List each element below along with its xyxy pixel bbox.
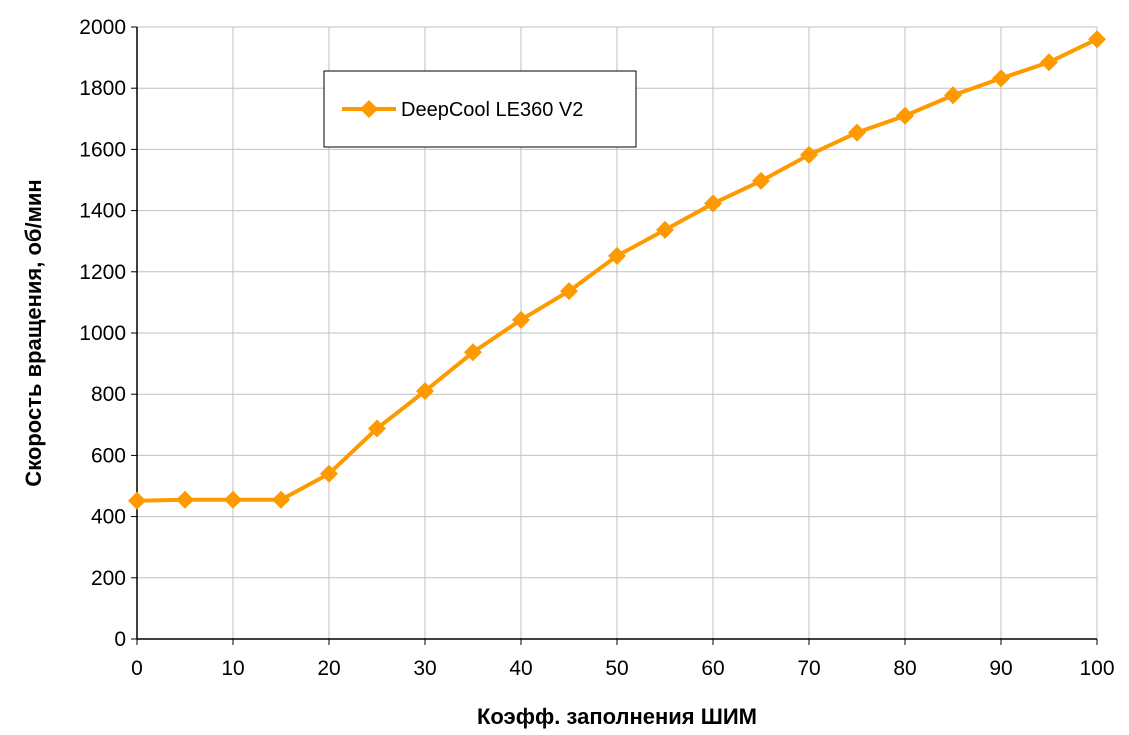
data-point-marker <box>800 145 818 164</box>
x-tick-label: 60 <box>701 657 724 680</box>
legend: DeepCool LE360 V2 <box>323 70 637 148</box>
data-point-marker <box>944 86 962 105</box>
data-point-marker <box>272 490 290 509</box>
y-tick-label: 0 <box>114 628 126 651</box>
data-point-marker <box>464 343 482 362</box>
x-tick-label: 90 <box>989 657 1012 680</box>
legend-entry-label: DeepCool LE360 V2 <box>401 99 583 121</box>
y-tick-label: 200 <box>91 567 126 590</box>
data-point-marker <box>1040 53 1058 72</box>
y-tick-label: 1000 <box>79 322 126 345</box>
x-tick-label: 50 <box>605 657 628 680</box>
x-tick-label: 100 <box>1079 657 1114 680</box>
data-point-marker <box>848 123 866 142</box>
y-axis-title: Скорость вращения, об/мин <box>21 179 46 486</box>
x-tick-label: 70 <box>797 657 820 680</box>
y-tick-labels: 0 200 400 600 800 1000 1200 1400 1600 1800 2000 <box>79 16 126 651</box>
data-point-marker <box>368 419 386 438</box>
x-tick-label: 10 <box>221 657 244 680</box>
data-point-marker <box>224 490 242 509</box>
x-tick-label: 40 <box>509 657 532 680</box>
y-tick-label: 800 <box>91 383 126 406</box>
x-axis-title: Коэфф. заполнения ШИМ <box>477 704 757 729</box>
data-point-marker <box>560 282 578 301</box>
y-tick-label: 1400 <box>79 200 126 223</box>
y-tick-label: 1800 <box>79 77 126 100</box>
axes <box>131 26 1098 645</box>
x-tick-labels: 0 10 20 30 40 50 60 70 80 90 100 <box>131 657 1114 680</box>
data-point-marker <box>512 310 530 329</box>
y-tick-label: 400 <box>91 506 126 529</box>
x-tick-label: 20 <box>317 657 340 680</box>
data-point-marker <box>320 464 338 483</box>
data-point-marker <box>896 106 914 125</box>
data-point-marker <box>128 491 146 510</box>
y-tick-label: 2000 <box>79 16 126 39</box>
data-point-marker <box>416 382 434 401</box>
x-tick-label: 80 <box>893 657 916 680</box>
y-tick-label: 1200 <box>79 261 126 284</box>
data-point-marker <box>992 69 1010 88</box>
data-point-marker <box>608 246 626 265</box>
data-point-marker <box>752 171 770 190</box>
y-tick-label: 1600 <box>79 138 126 161</box>
legend-marker-diamond <box>360 100 378 118</box>
series-group <box>128 30 1106 510</box>
data-point-marker <box>704 194 722 213</box>
x-tick-label: 30 <box>413 657 436 680</box>
x-tick-label: 0 <box>131 657 143 680</box>
data-point-marker <box>176 490 194 509</box>
data-point-marker <box>656 220 674 239</box>
y-tick-label: 600 <box>91 444 126 467</box>
data-point-marker <box>1088 30 1106 49</box>
